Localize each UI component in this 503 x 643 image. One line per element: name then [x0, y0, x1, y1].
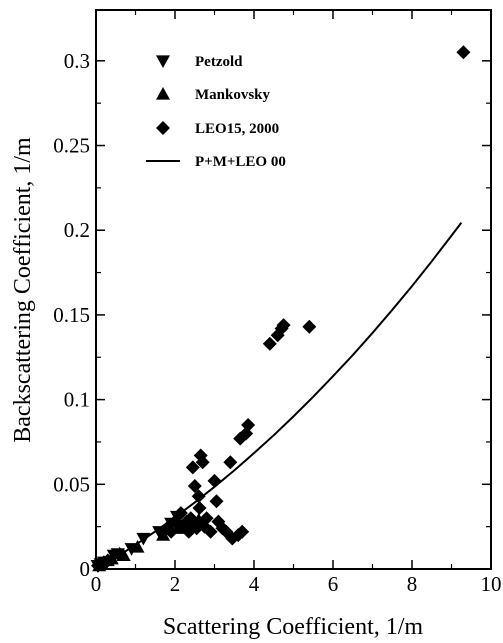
legend-marker-triangle-down: [156, 55, 170, 68]
y-tick-label: 0.3: [64, 49, 90, 73]
point-leo15-2000: [199, 511, 214, 526]
point-mankovsky: [116, 548, 131, 561]
legend-label-mankovsky: Mankovsky: [195, 87, 271, 103]
y-axis-title: Backscattering Coefficient, 1/m: [10, 137, 36, 443]
y-tick-labels: 0 0.05 0.1 0.15 0.2 0.25 0.3: [53, 49, 90, 581]
point-leo15-2000: [193, 448, 208, 463]
point-leo15-2000: [223, 455, 238, 470]
y-tick-label: 0.05: [53, 472, 90, 496]
x-tick-label: 4: [249, 572, 260, 596]
legend-label-petzold: Petzold: [195, 54, 243, 70]
x-axis-title: Scattering Coefficient, 1/m: [163, 614, 423, 640]
legend-label-leo15: LEO15, 2000: [195, 121, 279, 137]
point-leo15-2000: [302, 319, 317, 334]
point-leo15-2000: [164, 524, 179, 539]
point-leo15-2000: [456, 45, 471, 60]
legend-marker-diamond: [156, 121, 170, 135]
legend: Petzold Mankovsky LEO15, 2000 P+M+LEO 00: [146, 54, 286, 170]
point-mankovsky: [156, 528, 171, 541]
y-tick-label: 0.15: [53, 303, 90, 327]
point-mankovsky: [130, 540, 145, 553]
point-leo15-2000: [187, 479, 202, 493]
legend-label-fit: P+M+LEO 00: [195, 154, 286, 170]
y-tick-label: 0: [80, 557, 91, 581]
legend-marker-triangle-up: [156, 87, 170, 100]
point-leo15-2000: [191, 489, 206, 504]
legend-symbols: [146, 55, 180, 162]
y-tick-label: 0.1: [64, 388, 90, 412]
data-points: [90, 45, 471, 573]
point-leo15-2000: [203, 524, 218, 539]
point-leo15-2000: [185, 460, 200, 475]
x-tick-label: 8: [407, 572, 418, 596]
point-leo15-2000: [276, 318, 291, 333]
point-leo15-2000: [207, 473, 222, 488]
x-tick-label: 0: [91, 572, 102, 596]
point-leo15-2000: [192, 501, 207, 515]
point-leo15-2000: [235, 524, 250, 539]
axis-ticks: [95, 10, 492, 570]
point-leo15-2000: [183, 511, 198, 526]
point-petzold: [136, 532, 151, 546]
x-tick-label: 6: [328, 572, 339, 596]
point-leo15-2000: [209, 494, 224, 509]
x-tick-label: 2: [170, 572, 181, 596]
x-tick-labels: 0 2 4 6 8 10: [91, 572, 502, 596]
y-tick-label: 0.25: [53, 134, 90, 158]
plot-frame: [95, 9, 492, 570]
point-leo15-2000: [241, 418, 256, 432]
point-leo15-2000: [262, 336, 277, 351]
point-leo15-2000: [173, 506, 188, 521]
point-leo15-2000: [100, 553, 115, 568]
y-tick-label: 0.2: [64, 218, 90, 242]
fit-curve-line: [95, 221, 463, 570]
x-tick-label: 10: [481, 572, 502, 596]
